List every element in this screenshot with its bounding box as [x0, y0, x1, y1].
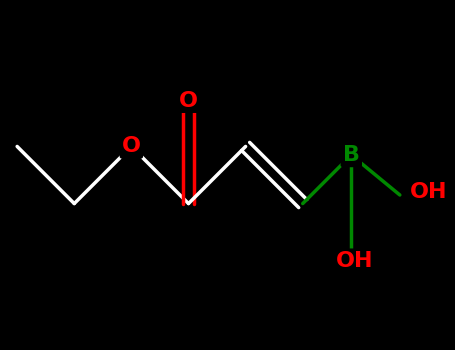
Text: O: O [122, 136, 141, 156]
Text: B: B [343, 145, 360, 165]
Text: OH: OH [335, 251, 373, 271]
Text: OH: OH [410, 182, 448, 202]
Text: O: O [179, 91, 198, 111]
